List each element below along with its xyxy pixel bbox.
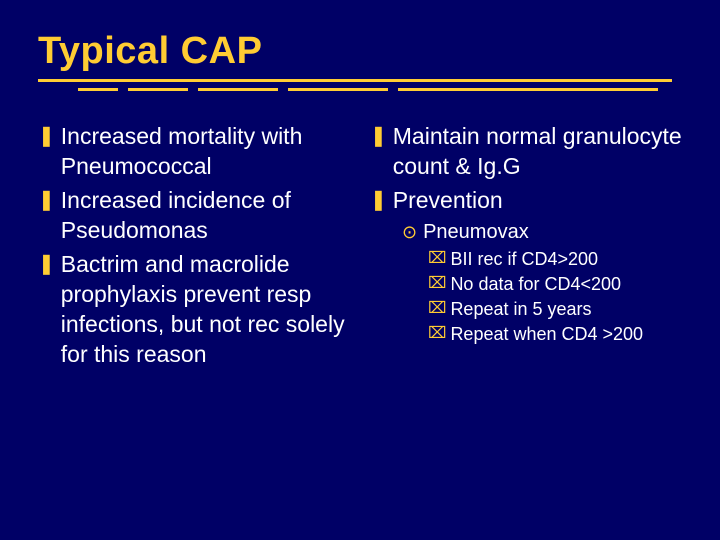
bullet-marker-icon: ❚ bbox=[38, 249, 55, 369]
bullet-marker-icon: ❚ bbox=[370, 185, 387, 215]
subsub-bullet-text: BII rec if CD4>200 bbox=[450, 247, 598, 271]
bullet-item: ❚ Maintain normal granulocyte count & Ig… bbox=[370, 121, 692, 181]
bullet-item: ❚ Bactrim and macrolide prophylaxis prev… bbox=[38, 249, 360, 369]
underline-seg bbox=[78, 88, 118, 91]
underline-seg bbox=[128, 88, 188, 91]
subsub-bullet-marker-icon: ⌧ bbox=[428, 297, 446, 321]
subsub-bullet-text: No data for CD4<200 bbox=[450, 272, 621, 296]
sub-bullet-item: ⊙ Pneumovax bbox=[402, 219, 692, 245]
bullet-marker-icon: ❚ bbox=[38, 185, 55, 245]
sub-bullet-marker-icon: ⊙ bbox=[402, 219, 417, 245]
slide-title: Typical CAP bbox=[38, 30, 682, 73]
slide: Typical CAP ❚ Increased mortality with P… bbox=[0, 0, 720, 540]
bullet-marker-icon: ❚ bbox=[370, 121, 387, 181]
underline-main bbox=[38, 79, 672, 82]
sub-bullet-text: Pneumovax bbox=[423, 219, 529, 245]
bullet-marker-icon: ❚ bbox=[38, 121, 55, 181]
subsub-bullet-item: ⌧ Repeat in 5 years bbox=[428, 297, 692, 321]
subsub-bullet-marker-icon: ⌧ bbox=[428, 247, 446, 271]
subsub-bullet-text: Repeat when CD4 >200 bbox=[450, 322, 643, 346]
left-column: ❚ Increased mortality with Pneumococcal … bbox=[38, 121, 360, 373]
content-columns: ❚ Increased mortality with Pneumococcal … bbox=[38, 121, 682, 373]
right-column: ❚ Maintain normal granulocyte count & Ig… bbox=[370, 121, 692, 373]
underline-seg bbox=[398, 88, 658, 91]
subsub-bullet-item: ⌧ BII rec if CD4>200 bbox=[428, 247, 692, 271]
bullet-text: Increased incidence of Pseudomonas bbox=[61, 185, 360, 245]
title-underline bbox=[78, 79, 672, 103]
subsub-bullet-marker-icon: ⌧ bbox=[428, 322, 446, 346]
bullet-text: Maintain normal granulocyte count & Ig.G bbox=[393, 121, 692, 181]
bullet-item: ❚ Increased incidence of Pseudomonas bbox=[38, 185, 360, 245]
subsub-bullet-marker-icon: ⌧ bbox=[428, 272, 446, 296]
subsub-bullet-text: Repeat in 5 years bbox=[450, 297, 591, 321]
subsub-bullet-item: ⌧ Repeat when CD4 >200 bbox=[428, 322, 692, 346]
bullet-text: Prevention bbox=[393, 185, 503, 215]
bullet-text: Increased mortality with Pneumococcal bbox=[61, 121, 360, 181]
underline-seg bbox=[198, 88, 278, 91]
underline-seg bbox=[288, 88, 388, 91]
bullet-item: ❚ Prevention bbox=[370, 185, 692, 215]
bullet-item: ❚ Increased mortality with Pneumococcal bbox=[38, 121, 360, 181]
bullet-text: Bactrim and macrolide prophylaxis preven… bbox=[61, 249, 360, 369]
subsub-bullet-item: ⌧ No data for CD4<200 bbox=[428, 272, 692, 296]
